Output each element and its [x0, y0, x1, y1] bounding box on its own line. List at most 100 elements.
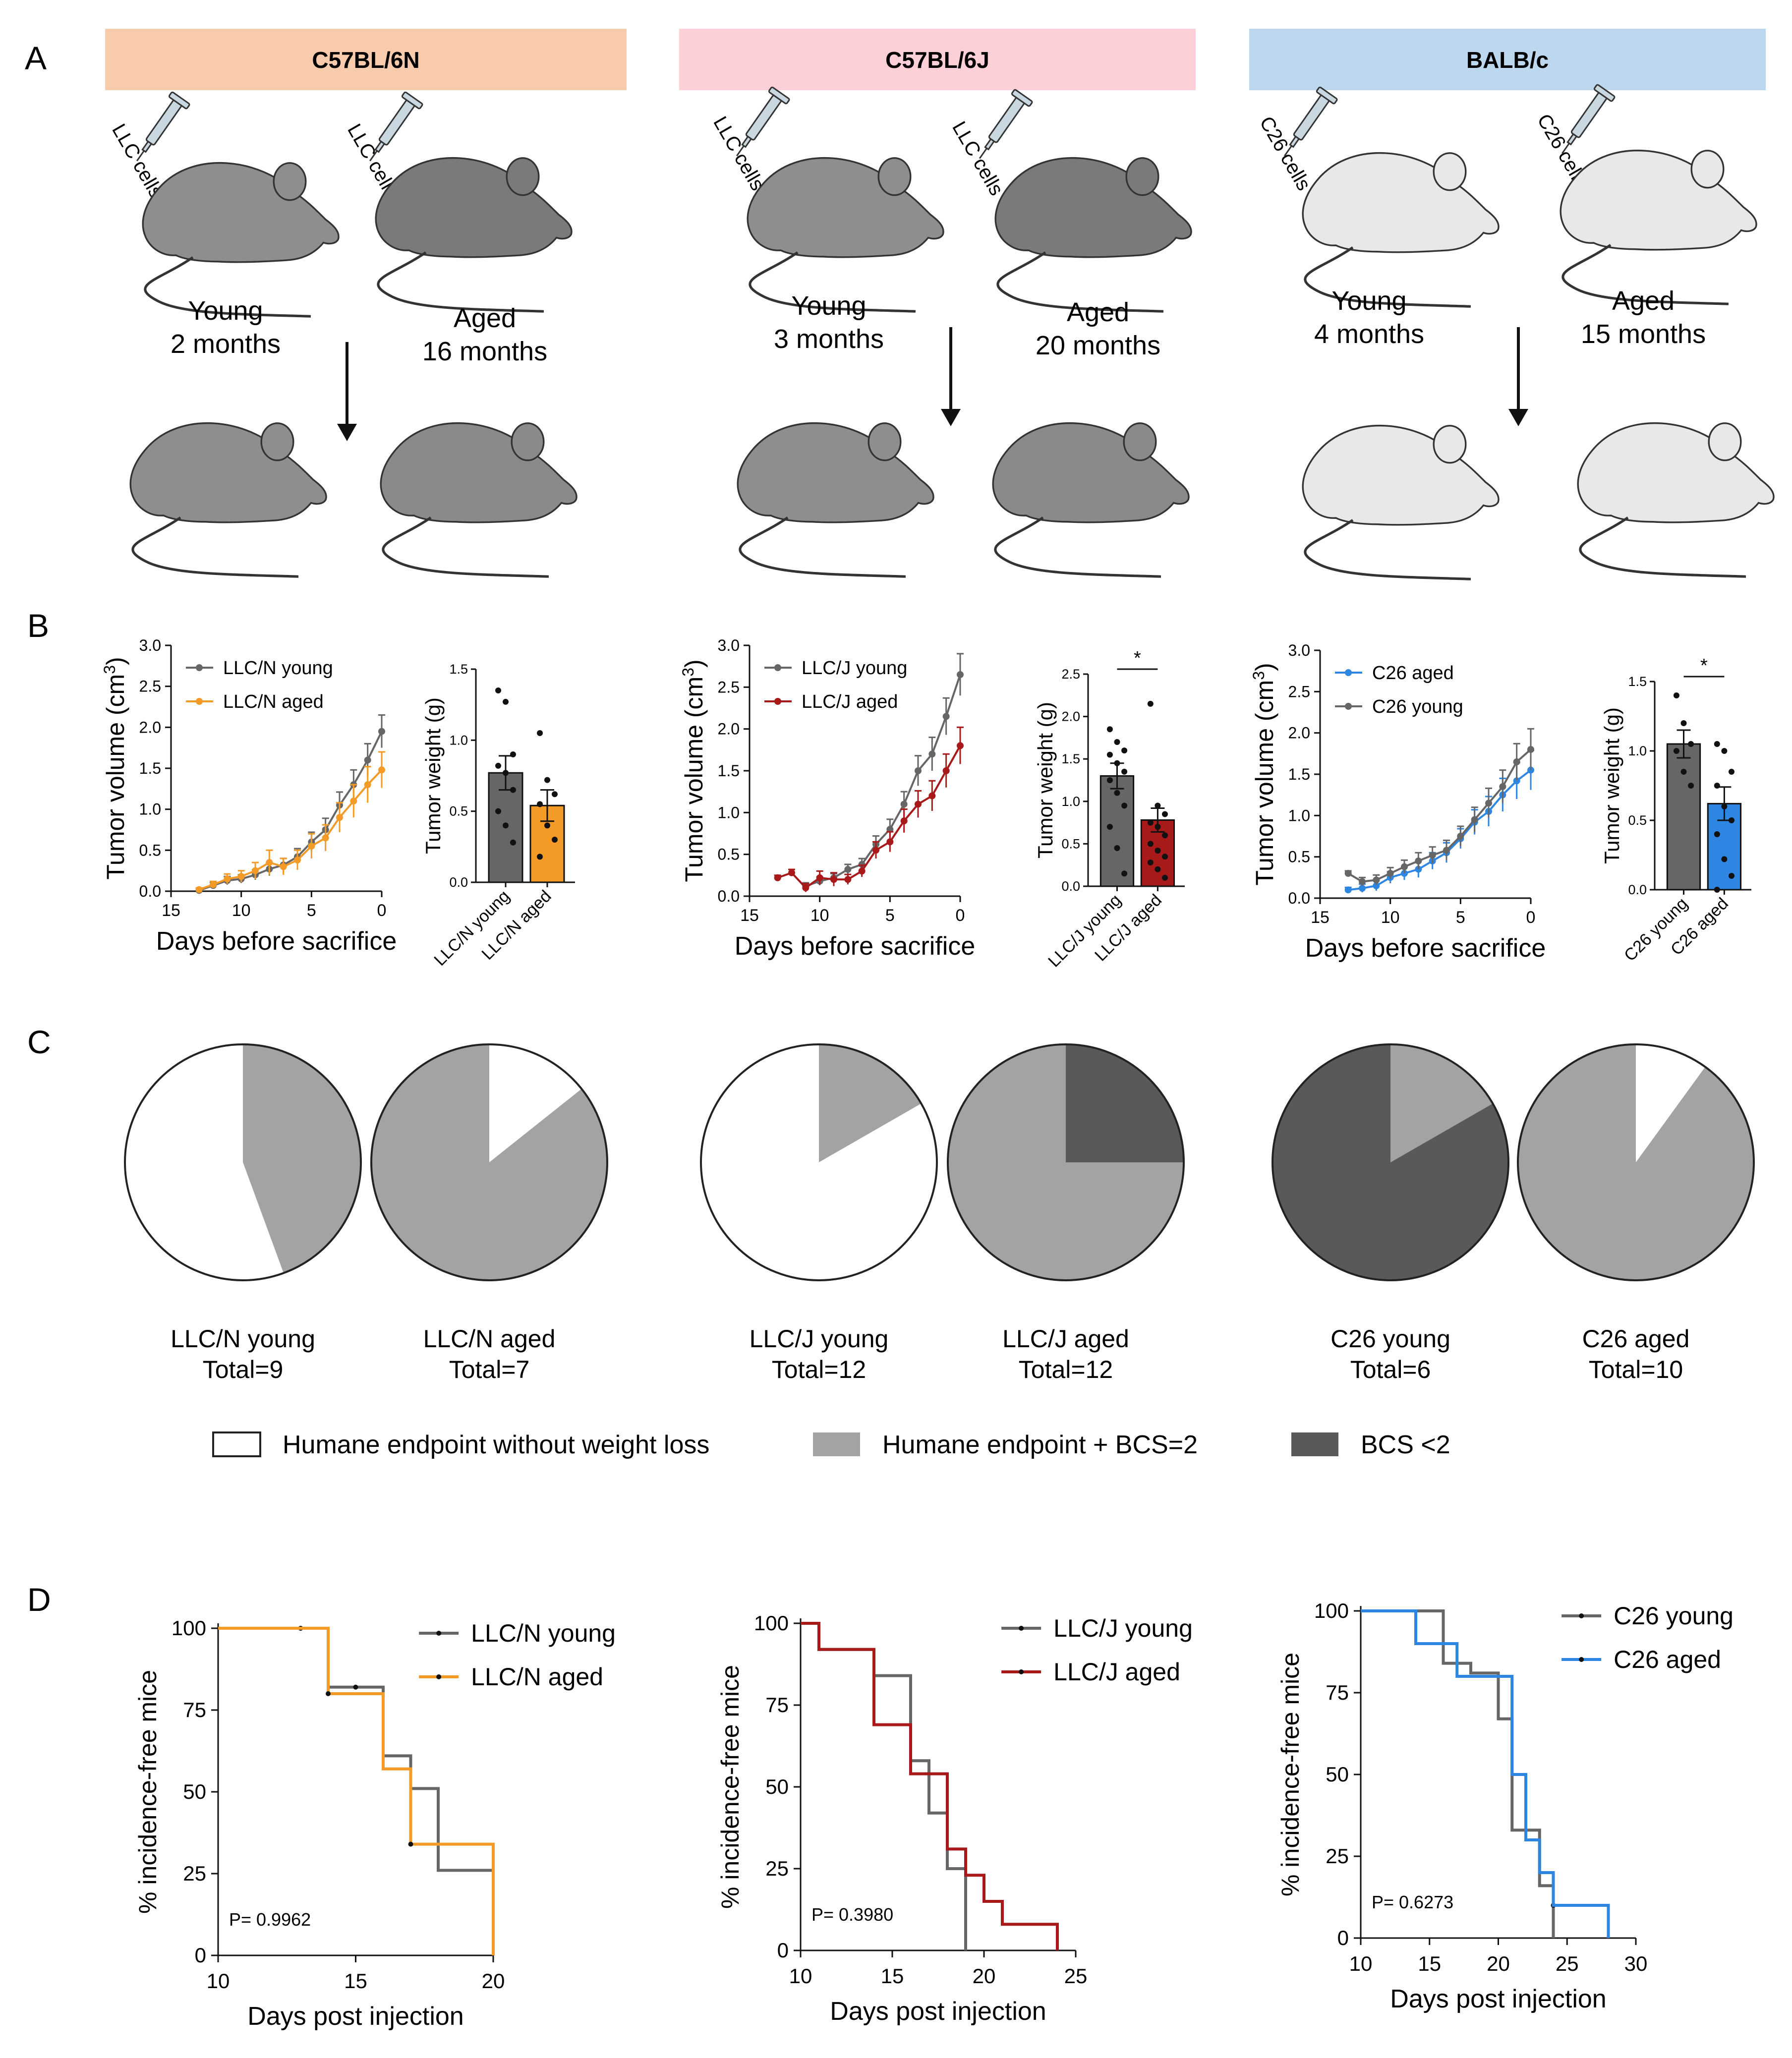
data-point: [252, 867, 259, 874]
y-tick-label: 0.5: [449, 804, 468, 819]
data-point: [378, 728, 385, 735]
x-tick-label: 10: [1381, 908, 1400, 927]
y-tick-label: 1.5: [1288, 765, 1310, 783]
survival-curve: [1361, 1609, 1555, 1938]
aged-age: 15 months: [1581, 319, 1706, 349]
y-tick-label: 2.0: [718, 720, 740, 738]
data-point: [237, 873, 245, 880]
y-tick-label: 2.5: [1061, 667, 1080, 682]
legend-label: BCS <2: [1361, 1430, 1450, 1459]
legend-label: Humane endpoint without weight loss: [283, 1430, 709, 1459]
data-point: [266, 859, 273, 866]
y-tick-label: 0.5: [1628, 813, 1647, 828]
legend-label: C26 young: [1372, 696, 1463, 717]
y-tick-label: 0.5: [139, 841, 161, 859]
data-point: [544, 822, 550, 829]
data-point: [510, 751, 516, 757]
legend-marker: [196, 664, 203, 671]
survival-curve: [218, 1627, 495, 1955]
panel-a: C57BL/6N C57BL/6J BALB/c LLC cells LLC c…: [105, 29, 1774, 579]
x-axis-label: Days before sacrifice: [156, 927, 397, 956]
x-axis-label: Days post injection: [830, 1997, 1046, 2026]
survival-curve: [801, 1622, 967, 1950]
y-tick-label: 3.0: [139, 636, 161, 654]
data-point: [503, 770, 509, 776]
x-tick-label: 10: [232, 901, 251, 920]
data-point: [1485, 800, 1492, 807]
data-point: [858, 860, 866, 868]
legend-label: C26 young: [1614, 1602, 1734, 1630]
data-point: [1415, 858, 1422, 864]
data-point: [1147, 859, 1154, 866]
data-point: [1728, 873, 1734, 879]
cachectic-mouse-icon: [1578, 423, 1774, 577]
data-point: [830, 876, 837, 883]
x-tick-label: 0: [956, 906, 965, 925]
legend-marker: [436, 1631, 442, 1636]
data-point: [1373, 882, 1380, 889]
aged-label: Aged: [1612, 286, 1675, 316]
data-point: [1373, 876, 1380, 884]
data-point: [503, 822, 509, 829]
pie-slice: [489, 1044, 582, 1162]
pie-slice: [243, 1044, 361, 1273]
y-tick-label: 1.5: [139, 759, 161, 777]
data-point: [537, 854, 543, 860]
x-tick-label: 20: [482, 1969, 505, 1993]
data-point: [1155, 866, 1161, 872]
data-point: [1359, 878, 1366, 885]
censor-mark: [326, 1691, 331, 1696]
data-point: [858, 867, 866, 875]
y-tick-label: 0.0: [1628, 882, 1647, 897]
panel-letter-d: D: [27, 1581, 51, 1618]
data-point: [364, 756, 371, 764]
pie-total: Total=9: [203, 1356, 284, 1383]
young-mouse-icon: [143, 163, 339, 317]
header-balbc: BALB/c: [1466, 47, 1549, 73]
y-tick-label: 0.5: [718, 846, 740, 863]
header-c57bl6n: C57BL/6N: [312, 47, 419, 73]
y-tick-label: 2.0: [1288, 724, 1310, 742]
x-tick-label: 0: [1526, 908, 1536, 927]
arrow-head: [941, 409, 961, 426]
legend-marker: [436, 1674, 442, 1679]
data-point: [495, 808, 502, 814]
pie-label: LLC/N young: [171, 1325, 315, 1353]
pie-total: Total=12: [772, 1356, 866, 1383]
data-point: [1114, 790, 1120, 796]
young-age: 3 months: [774, 324, 884, 354]
header-box-balbc: [1249, 29, 1766, 90]
pie-outline: [124, 1043, 362, 1281]
pie-label: LLC/J aged: [1002, 1325, 1129, 1353]
y-axis-label: Tumor volume (cm3): [679, 659, 708, 882]
pie-slice: [125, 1044, 284, 1280]
pie-total: Total=6: [1350, 1356, 1431, 1383]
survival-chart-llcn: 0 25 50 75 100 10 15 20 Days post injection % inc…: [134, 1616, 616, 2031]
data-point: [1387, 870, 1394, 877]
cachectic-mouse-icon: [1303, 426, 1499, 579]
young-age: 2 months: [171, 329, 281, 359]
y-tick-label: 1.0: [1061, 794, 1080, 809]
data-point: [1680, 769, 1687, 775]
data-point: [495, 762, 502, 769]
data-point: [551, 791, 558, 798]
y-tick-label: 0.0: [139, 882, 161, 900]
y-tick-label: 50: [1326, 1763, 1349, 1786]
x-axis-label: Days post injection: [247, 2002, 463, 2031]
data-point: [1457, 833, 1464, 840]
tumor-volume-chart-c26: 0.0 0.5 1.0 1.5 2.0 2.5 3.0 15 10 5 0 Days before s…: [1250, 641, 1546, 963]
y-tick-label: 100: [754, 1611, 789, 1635]
data-point: [537, 801, 543, 807]
y-tick-label: 100: [172, 1616, 206, 1640]
data-point: [1344, 886, 1352, 894]
legend-marker: [774, 664, 781, 671]
data-point: [1513, 777, 1520, 785]
survival-chart-llcj: 0 25 50 75 100 10 15 20 25 Days post injection % i…: [716, 1611, 1193, 2026]
data-point: [322, 834, 329, 842]
data-point: [915, 800, 922, 808]
y-tick-label: 1.0: [718, 803, 740, 821]
y-tick-label: 100: [1314, 1599, 1349, 1622]
data-point: [957, 671, 964, 679]
legend-label: LLC/N aged: [471, 1663, 603, 1691]
